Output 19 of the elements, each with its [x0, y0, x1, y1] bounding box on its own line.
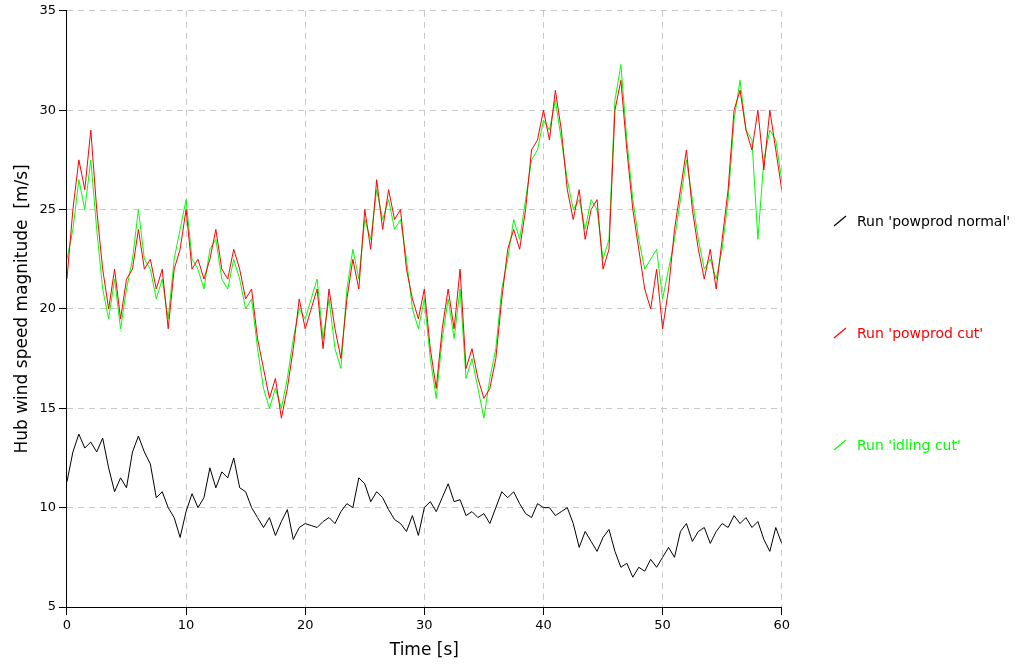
y-tick-label: 20 [39, 300, 56, 316]
y-axis-title: Hub wind speed magnitude [m/s] [10, 164, 31, 454]
y-tick-label: 10 [39, 499, 56, 515]
x-tick-label: 60 [773, 617, 790, 633]
x-tick-label: 10 [177, 617, 195, 633]
x-tick-label: 0 [62, 617, 72, 633]
x-tick-label: 50 [654, 617, 671, 633]
x-tick-label: 40 [535, 617, 552, 633]
y-tick-label: 30 [39, 101, 56, 117]
legend-label: Run 'idling cut' [857, 436, 961, 453]
x-axis-title: Time [s] [388, 639, 459, 660]
y-tick-label: 5 [47, 598, 56, 614]
legend-label: Run 'powprod cut' [857, 324, 984, 341]
y-tick-label: 35 [39, 2, 56, 18]
x-tick-label: 30 [416, 617, 433, 633]
y-tick-label: 15 [39, 399, 56, 415]
x-tick-label: 20 [296, 617, 314, 633]
legend-label: Run 'powprod normal' [857, 212, 1011, 229]
y-tick-label: 25 [39, 200, 56, 216]
